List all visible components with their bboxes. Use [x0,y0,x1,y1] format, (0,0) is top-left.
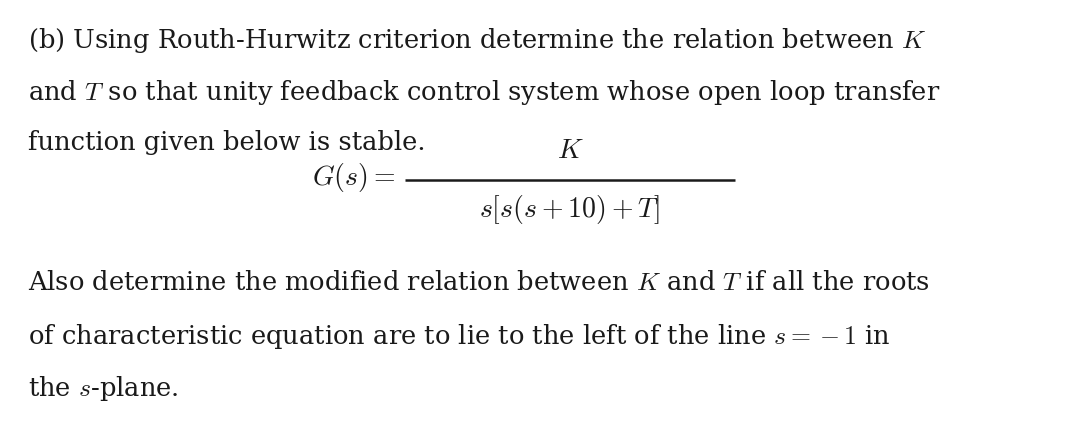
Text: Also determine the modified relation between $K$ and $T$ if all the roots: Also determine the modified relation bet… [28,270,930,295]
Text: of characteristic equation are to lie to the left of the line $s = -1$ in: of characteristic equation are to lie to… [28,322,891,351]
Text: the $s$-plane.: the $s$-plane. [28,374,178,403]
Text: and $T$ so that unity feedback control system whose open loop transfer: and $T$ so that unity feedback control s… [28,78,941,107]
Text: (b) Using Routh-Hurwitz criterion determine the relation between $K$: (b) Using Routh-Hurwitz criterion determ… [28,26,927,55]
Text: $K$: $K$ [556,136,583,163]
Text: function given below is stable.: function given below is stable. [28,130,426,155]
Text: $G(s) =$: $G(s) =$ [312,162,395,195]
Text: $s[s(s + 10) + T]$: $s[s(s + 10) + T]$ [480,194,661,227]
